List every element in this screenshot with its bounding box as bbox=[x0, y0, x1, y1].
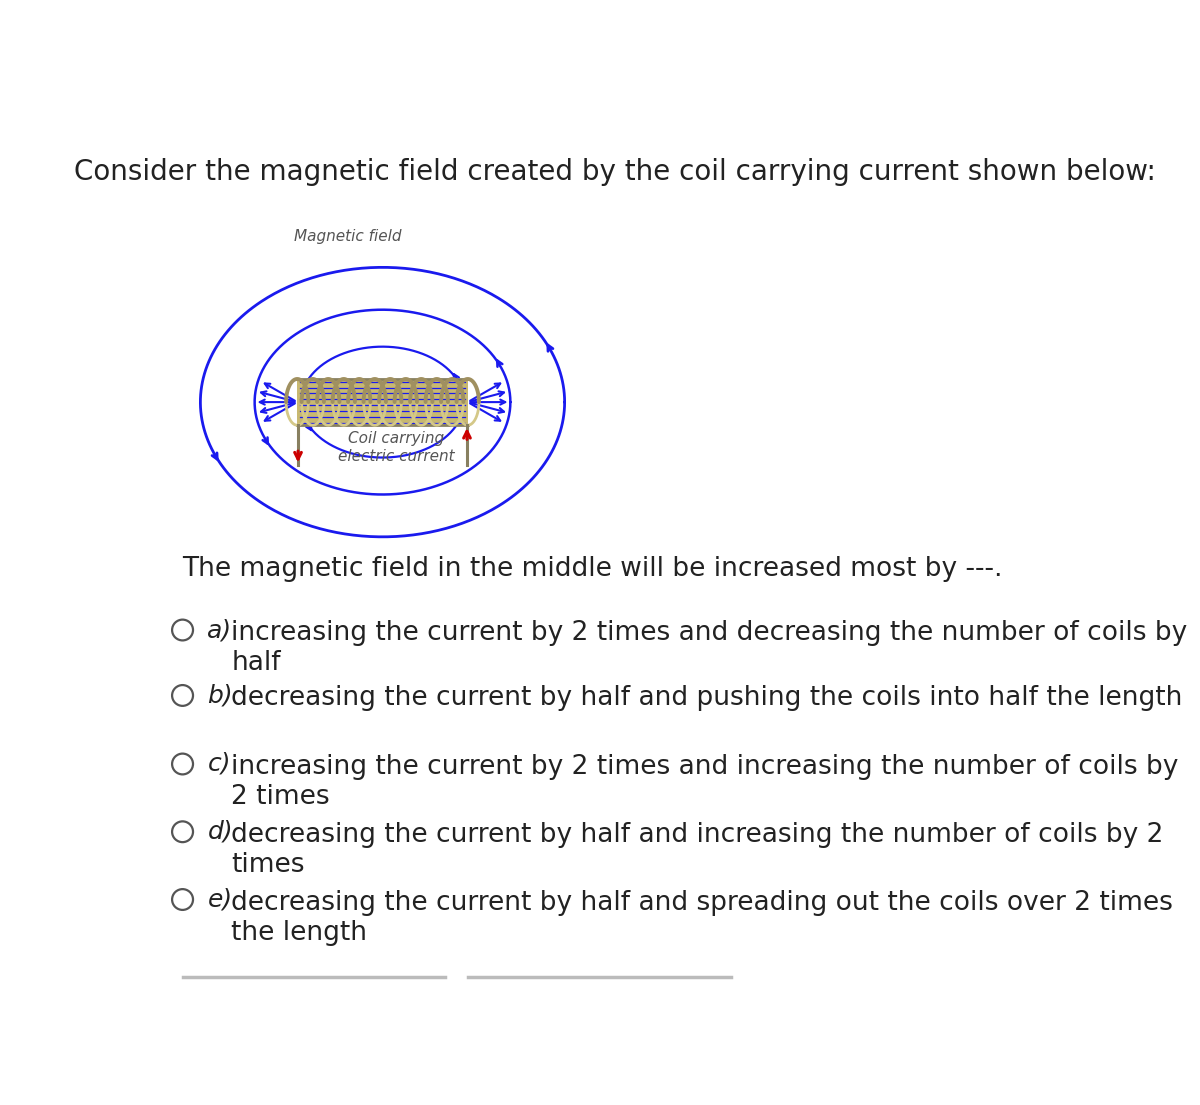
Text: a): a) bbox=[208, 618, 233, 642]
Text: decreasing the current by half and pushing the coils into half the length: decreasing the current by half and pushi… bbox=[232, 685, 1183, 712]
Text: decreasing the current by half and increasing the number of coils by 2
times: decreasing the current by half and incre… bbox=[232, 822, 1164, 877]
Text: Consider the magnetic field created by the coil carrying current shown below:: Consider the magnetic field created by t… bbox=[74, 158, 1156, 186]
Text: increasing the current by 2 times and decreasing the number of coils by
half: increasing the current by 2 times and de… bbox=[232, 620, 1188, 676]
Text: decreasing the current by half and spreading out the coils over 2 times
the leng: decreasing the current by half and sprea… bbox=[232, 890, 1174, 946]
Bar bbox=[298, 379, 468, 425]
Text: increasing the current by 2 times and increasing the number of coils by
2 times: increasing the current by 2 times and in… bbox=[232, 754, 1178, 810]
Text: Magnetic field: Magnetic field bbox=[294, 229, 401, 244]
Text: d): d) bbox=[208, 820, 233, 844]
Text: Coil carrying
electric current: Coil carrying electric current bbox=[338, 431, 455, 464]
Text: The magnetic field in the middle will be increased most by ---.: The magnetic field in the middle will be… bbox=[182, 556, 1003, 582]
Text: e): e) bbox=[208, 887, 233, 912]
Text: b): b) bbox=[208, 684, 233, 707]
Text: c): c) bbox=[208, 753, 230, 776]
